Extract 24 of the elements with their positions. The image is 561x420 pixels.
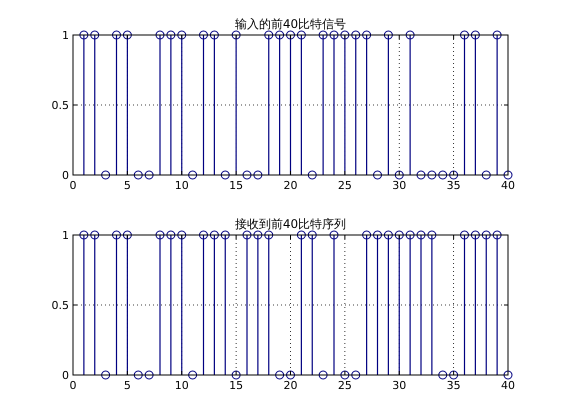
x-tick-label: 10 [174,179,189,192]
chart-title: 输入的前40比特信号 [234,17,346,31]
y-tick-label: 0 [62,169,69,182]
x-tick-label: 10 [174,379,189,392]
y-tick-label: 0.5 [52,99,69,112]
y-tick-label: 0.5 [52,299,69,312]
x-tick-label: 30 [392,179,406,192]
y-tick-label: 1 [62,29,69,42]
x-tick-label: 35 [446,179,461,192]
x-tick-label: 25 [338,379,352,392]
x-tick-label: 15 [229,179,244,192]
x-tick-label: 25 [338,179,352,192]
x-tick-label: 5 [124,379,131,392]
x-tick-label: 40 [501,379,515,392]
x-tick-label: 35 [446,379,461,392]
x-tick-label: 20 [284,179,298,192]
x-tick-label: 20 [284,379,298,392]
x-tick-label: 5 [124,179,131,192]
y-tick-label: 1 [62,229,69,242]
y-tick-label: 0 [62,369,69,382]
x-tick-label: 40 [501,179,515,192]
x-tick-label: 15 [229,379,244,392]
chart-title: 接收到前40比特序列 [234,217,346,231]
x-tick-label: 30 [392,379,406,392]
